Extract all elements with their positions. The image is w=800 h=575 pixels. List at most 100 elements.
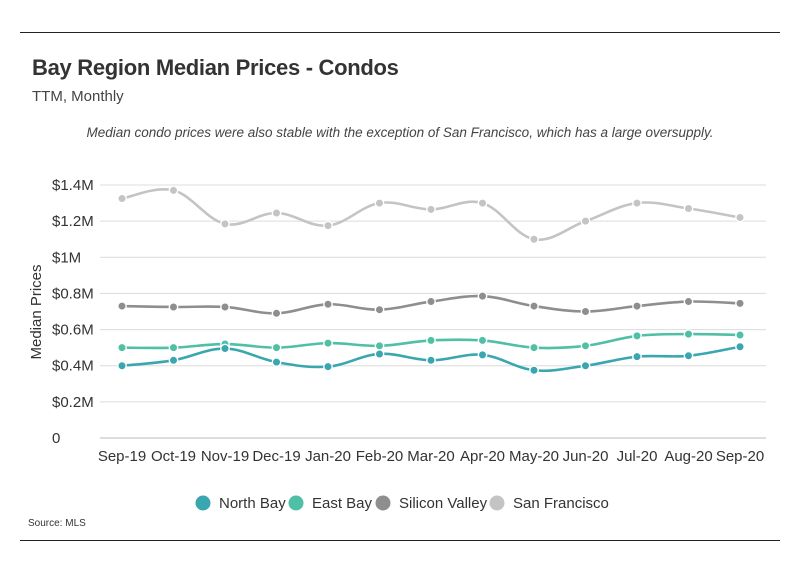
data-point (632, 198, 642, 208)
data-point (374, 304, 385, 315)
data-point (271, 308, 282, 319)
data-point (168, 302, 179, 312)
series-san-francisco (117, 185, 745, 245)
x-tick-label: Oct-19 (151, 448, 196, 465)
y-tick-label: $1M (52, 249, 81, 266)
x-tick-label: Jan-20 (305, 448, 351, 465)
chart-note: Median condo prices were also stable wit… (86, 125, 714, 140)
data-point (580, 306, 591, 317)
y-tick-label: $1.4M (52, 177, 94, 194)
data-point (117, 301, 127, 311)
data-point (271, 357, 282, 367)
data-point (168, 342, 179, 353)
data-point (426, 204, 436, 215)
x-tick-label: May-20 (509, 448, 559, 465)
y-tick-label: $0.8M (52, 285, 94, 302)
legend-label: East Bay (312, 495, 373, 512)
x-tick-label: Sep-19 (98, 448, 146, 465)
data-point (271, 208, 282, 218)
data-point (323, 220, 333, 231)
legend-item: East Bay (288, 495, 373, 512)
y-axis-ticks: 0 $0.2M $0.4M $0.6M $0.8M $1M $1.2M $1.4M (52, 177, 94, 447)
data-point (477, 349, 488, 360)
series-group (117, 185, 745, 376)
data-point (735, 330, 745, 340)
legend-label: North Bay (219, 495, 286, 512)
data-point (735, 341, 745, 352)
series-east-bay (117, 329, 745, 353)
data-point (220, 302, 230, 312)
data-point (117, 342, 127, 353)
data-point (735, 298, 745, 309)
data-point (580, 360, 591, 371)
data-point (220, 218, 230, 229)
data-point (271, 342, 282, 353)
data-point (683, 350, 694, 361)
data-point (374, 198, 385, 208)
data-point (580, 340, 591, 351)
x-axis-ticks: Sep-19 Oct-19 Nov-19 Dec-19 Jan-20 Feb-20 Mar-… (98, 448, 764, 465)
data-point (426, 335, 436, 346)
bottom-rule (20, 540, 780, 541)
chart-subtitle: TTM, Monthly (32, 88, 124, 105)
series-north-bay (117, 341, 745, 376)
x-tick-label: Jul-20 (617, 448, 658, 465)
data-point (580, 216, 591, 227)
data-point (323, 361, 333, 372)
data-point (632, 330, 642, 341)
data-point (117, 193, 127, 204)
x-tick-label: Jun-20 (563, 448, 609, 465)
y-tick-label: $0.4M (52, 358, 94, 375)
data-point (323, 299, 333, 310)
data-point (426, 296, 436, 307)
legend-label: San Francisco (513, 495, 609, 512)
x-tick-label: Nov-19 (201, 448, 249, 465)
grid-lines (100, 184, 766, 439)
data-point (529, 365, 539, 376)
series-silicon-valley (117, 291, 745, 319)
y-tick-label: $1.2M (52, 213, 94, 230)
data-point (168, 185, 179, 196)
x-tick-label: Aug-20 (664, 448, 712, 465)
y-tick-label: $0.2M (52, 394, 94, 411)
data-point (220, 343, 230, 354)
legend: North Bay East Bay Silicon Valley San Franc… (195, 495, 609, 512)
x-tick-label: Mar-20 (407, 448, 455, 465)
legend-marker (195, 495, 211, 511)
data-point (374, 349, 385, 359)
legend-label: Silicon Valley (399, 495, 488, 512)
data-point (683, 329, 694, 339)
x-tick-label: Sep-20 (716, 448, 764, 465)
data-point (529, 301, 539, 311)
data-point (374, 340, 385, 351)
legend-item: North Bay (195, 495, 286, 512)
x-tick-label: Feb-20 (356, 448, 404, 465)
legend-marker (489, 495, 505, 511)
y-axis-label: Median Prices (28, 264, 45, 359)
series-line (121, 188, 741, 241)
data-point (632, 351, 642, 362)
data-point (168, 355, 179, 366)
legend-marker (375, 495, 391, 511)
legend-item: Silicon Valley (375, 495, 488, 512)
data-point (683, 203, 694, 214)
y-tick-label: $0.6M (52, 322, 94, 339)
legend-item: San Francisco (489, 495, 609, 512)
data-point (683, 296, 694, 307)
data-point (477, 335, 488, 346)
legend-marker (288, 495, 304, 511)
source-note: Source: MLS (28, 518, 86, 529)
data-point (477, 198, 488, 208)
x-tick-label: Apr-20 (460, 448, 505, 465)
y-tick-label: 0 (52, 430, 60, 447)
data-point (632, 301, 642, 311)
top-rule (20, 32, 780, 33)
data-point (426, 355, 436, 366)
x-tick-label: Dec-19 (252, 448, 300, 465)
data-point (117, 360, 127, 371)
data-point (735, 212, 745, 223)
chart-title: Bay Region Median Prices - Condos (32, 55, 399, 80)
data-point (529, 234, 539, 245)
data-point (529, 342, 539, 353)
